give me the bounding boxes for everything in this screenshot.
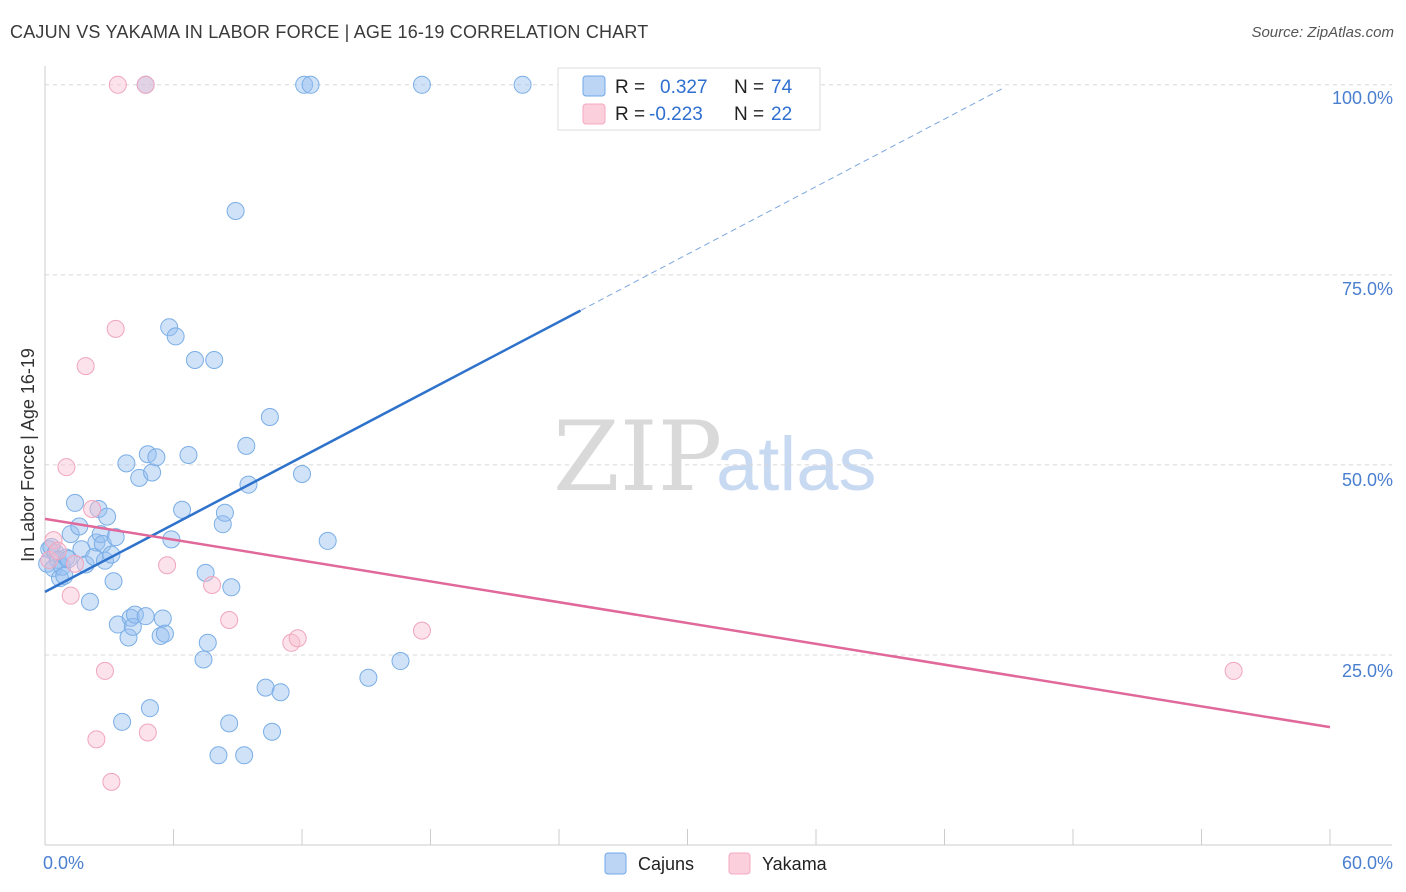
cajun-point bbox=[318, 531, 337, 550]
cajun-point bbox=[113, 712, 132, 731]
yakama-point bbox=[83, 499, 102, 518]
cajun-point bbox=[412, 75, 431, 94]
stats-legend: R = 0.327 N = 74 R = -0.223 N = 22 bbox=[557, 67, 821, 131]
yakama-point bbox=[282, 633, 301, 652]
cajun-point bbox=[166, 327, 185, 346]
yakama-point bbox=[158, 556, 177, 575]
yakama-r-value: -0.223 bbox=[649, 104, 703, 125]
cajun-point bbox=[185, 350, 204, 369]
yakama-swatch bbox=[582, 103, 606, 125]
cajun-point bbox=[222, 578, 241, 597]
cajun-point bbox=[235, 746, 254, 765]
cajun-point bbox=[117, 454, 136, 473]
cajun-point bbox=[198, 633, 217, 652]
cajun-point bbox=[293, 465, 311, 484]
cajun-point bbox=[98, 507, 117, 526]
x-tick-label-min: 0.0% bbox=[43, 853, 84, 873]
cajun-point bbox=[155, 624, 174, 643]
yakama-n-value: 22 bbox=[771, 104, 792, 125]
yakama-legend-swatch bbox=[728, 852, 751, 875]
cajun-point bbox=[301, 75, 320, 94]
cajun-point bbox=[179, 446, 198, 465]
yakama-legend-label: Yakama bbox=[762, 854, 828, 874]
cajun-point bbox=[80, 592, 99, 611]
cajun-points bbox=[38, 75, 532, 765]
yakama-point bbox=[108, 75, 127, 94]
cajun-r-value: 0.327 bbox=[660, 77, 708, 98]
yakama-point bbox=[102, 772, 121, 791]
cajun-point bbox=[213, 515, 232, 534]
cajun-n-label: N = bbox=[734, 77, 764, 98]
source-label: Source: ZipAtlas.com bbox=[1251, 24, 1394, 41]
grid-lines bbox=[45, 84, 1392, 656]
yakama-point bbox=[1224, 661, 1243, 680]
y-tick-label-100: 100.0% bbox=[1332, 88, 1393, 108]
x-tick-label-max: 60.0% bbox=[1342, 853, 1393, 873]
cajun-point bbox=[143, 463, 162, 482]
yakama-point bbox=[106, 319, 125, 338]
yakama-point bbox=[288, 629, 307, 648]
yakama-point bbox=[95, 661, 114, 680]
yakama-point bbox=[57, 458, 76, 477]
yakama-point bbox=[61, 586, 80, 605]
yakama-n-label: N = bbox=[734, 104, 764, 125]
cajun-point bbox=[295, 75, 314, 94]
cajun-point bbox=[106, 528, 125, 547]
cajun-swatch bbox=[582, 75, 606, 97]
cajun-point bbox=[153, 609, 172, 628]
cajun-point bbox=[136, 607, 155, 626]
y-axis-label: In Labor Force | Age 16-19 bbox=[18, 348, 38, 562]
yakama-point bbox=[76, 357, 95, 376]
cajun-point bbox=[256, 678, 275, 697]
cajun-point bbox=[140, 699, 159, 718]
cajun-point bbox=[119, 628, 138, 647]
y-tick-label-75: 75.0% bbox=[1342, 279, 1393, 299]
cajun-point bbox=[104, 572, 123, 591]
yakama-point bbox=[203, 576, 222, 595]
axes bbox=[44, 66, 1392, 846]
cajun-point bbox=[271, 683, 290, 702]
cajun-point bbox=[65, 493, 84, 512]
cajun-point bbox=[260, 408, 279, 427]
cajun-point bbox=[147, 448, 166, 467]
cajun-n-value: 74 bbox=[771, 77, 793, 98]
cajun-point bbox=[87, 533, 106, 552]
trend-lines bbox=[44, 88, 1331, 729]
yakama-point bbox=[412, 621, 431, 640]
y-tick-label-50: 50.0% bbox=[1342, 470, 1393, 490]
series-legend: Cajuns Yakama bbox=[604, 852, 828, 875]
cajun-point bbox=[220, 714, 239, 733]
yakama-point bbox=[48, 541, 67, 560]
cajun-point bbox=[205, 350, 224, 369]
cajun-r-label: R = bbox=[615, 77, 645, 98]
cajun-point bbox=[513, 75, 532, 94]
cajuns-legend-swatch bbox=[604, 852, 627, 875]
cajuns-legend-label: Cajuns bbox=[638, 854, 694, 874]
y-tick-label-25: 25.0% bbox=[1342, 661, 1393, 681]
yakama-r-label: R = bbox=[615, 104, 645, 125]
cajun-point bbox=[209, 746, 228, 765]
yakama-point bbox=[220, 610, 239, 629]
cajun-point bbox=[160, 318, 179, 337]
yakama-points bbox=[40, 75, 1243, 791]
yakama-point bbox=[44, 531, 63, 550]
cajun-point bbox=[359, 668, 378, 687]
cajun-point bbox=[226, 201, 245, 220]
cajun-point bbox=[173, 500, 192, 519]
cajun-point bbox=[215, 503, 234, 522]
chart-title: CAJUN VS YAKAMA IN LABOR FORCE | AGE 16-… bbox=[10, 22, 649, 42]
cajun-point bbox=[263, 722, 282, 741]
cajun-point bbox=[237, 436, 256, 455]
yakama-point bbox=[87, 730, 106, 749]
yakama-point bbox=[136, 75, 155, 94]
yakama-point bbox=[65, 554, 84, 573]
cajun-point bbox=[391, 652, 410, 671]
watermark-atlas: atlas bbox=[716, 422, 877, 507]
watermark-zip: ZIP bbox=[553, 401, 722, 513]
yakama-point bbox=[138, 723, 157, 742]
cajun-trend-line bbox=[44, 309, 581, 593]
cajun-point bbox=[194, 650, 213, 669]
yakama-trend-line bbox=[44, 517, 1331, 729]
